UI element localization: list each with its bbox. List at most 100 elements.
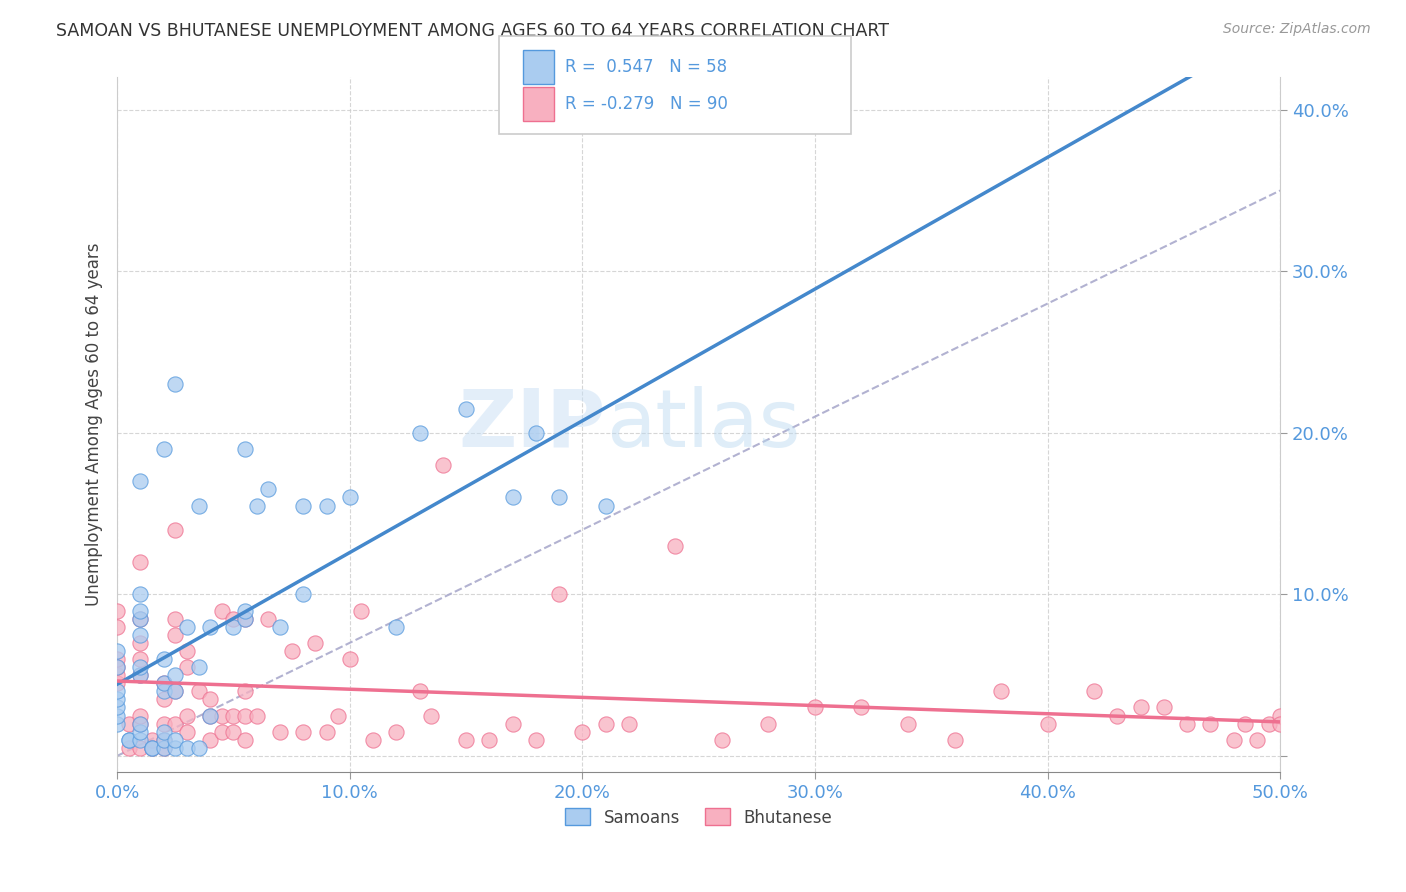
Point [200,708,222,723]
Point [129,660,152,674]
Point [454,732,477,747]
Point [269,620,291,634]
Point [315,724,337,739]
Point [233,611,256,625]
Point [152,676,174,690]
Point [176,644,198,658]
Point [129,611,152,625]
Point [1257,716,1279,731]
Point [280,644,302,658]
Point [233,611,256,625]
Point [152,684,174,698]
Point [851,700,873,714]
Point [129,716,152,731]
Text: R = -0.279   N = 90: R = -0.279 N = 90 [565,95,728,113]
Point [339,491,361,505]
Text: SAMOAN VS BHUTANESE UNEMPLOYMENT AMONG AGES 60 TO 64 YEARS CORRELATION CHART: SAMOAN VS BHUTANESE UNEMPLOYMENT AMONG A… [56,22,889,40]
Text: R =  0.547   N = 58: R = 0.547 N = 58 [565,58,727,76]
Point [187,499,209,513]
Point [129,555,152,569]
Point [105,716,128,731]
Point [165,611,187,625]
Text: Source: ZipAtlas.com: Source: ZipAtlas.com [1223,22,1371,37]
Point [222,611,245,625]
Point [1222,732,1244,747]
Point [257,483,280,497]
Point [105,652,128,666]
Point [222,708,245,723]
Point [211,724,233,739]
Point [1083,684,1105,698]
Point [454,401,477,416]
Point [200,620,222,634]
Point [502,716,524,731]
Point [233,603,256,617]
Point [165,732,187,747]
Point [990,684,1012,698]
Point [1268,708,1291,723]
Y-axis label: Unemployment Among Ages 60 to 64 years: Unemployment Among Ages 60 to 64 years [86,243,103,607]
Point [233,684,256,698]
Point [165,668,187,682]
Point [129,611,152,625]
Point [548,491,571,505]
Point [152,740,174,755]
Point [141,732,163,747]
Point [200,732,222,747]
Point [200,708,222,723]
Point [361,732,384,747]
Point [408,684,430,698]
Point [246,499,269,513]
Point [129,628,152,642]
Point [118,732,141,747]
Point [105,620,128,634]
Point [176,620,198,634]
Point [187,740,209,755]
Point [233,442,256,456]
Point [129,708,152,723]
Point [165,523,187,537]
Point [129,668,152,682]
Point [420,708,443,723]
Point [187,660,209,674]
Point [897,716,920,731]
Point [176,724,198,739]
Point [350,603,373,617]
Point [129,636,152,650]
Point [141,740,163,755]
Point [152,740,174,755]
Point [328,708,350,723]
Point [176,740,198,755]
Point [233,732,256,747]
Point [105,660,128,674]
Point [165,684,187,698]
Point [524,425,547,440]
Point [617,716,640,731]
Point [187,684,209,698]
Legend: Samoans, Bhutanese: Samoans, Bhutanese [558,802,839,833]
Point [292,724,315,739]
Point [292,587,315,601]
Point [222,620,245,634]
Point [1107,708,1129,723]
Text: atlas: atlas [606,385,800,464]
Point [1175,716,1198,731]
Point [710,732,733,747]
Point [595,716,617,731]
Point [105,692,128,706]
Point [176,660,198,674]
Point [105,700,128,714]
Point [152,692,174,706]
Point [257,611,280,625]
Point [1268,716,1291,731]
Point [1036,716,1059,731]
Point [118,740,141,755]
Point [152,442,174,456]
Point [152,716,174,731]
Point [804,700,827,714]
Point [1129,700,1152,714]
Point [105,708,128,723]
Point [502,491,524,505]
Point [339,652,361,666]
Point [304,636,326,650]
